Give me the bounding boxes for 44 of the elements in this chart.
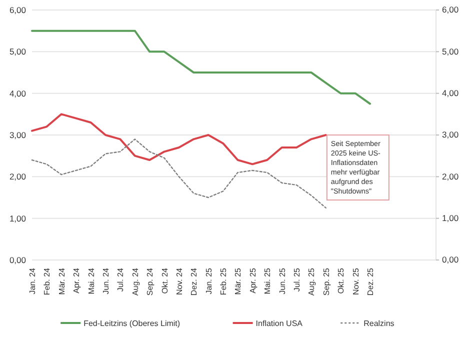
- text: 4,00: [442, 88, 459, 98]
- x-tick-label: Jul. 24: [116, 267, 126, 292]
- x-tick-label: Okt. 25: [336, 267, 346, 294]
- x-tick-label: Dez. 24: [190, 267, 199, 296]
- x-tick-label: Nov. 24: [174, 267, 184, 295]
- x-tick-label: Sep. 24: [146, 267, 155, 296]
- x-tick-label: Mai. 25: [263, 267, 272, 294]
- legend-label: Fed-Leitzins (Oberes Limit): [84, 318, 180, 328]
- y-tick-label: 0,00: [9, 254, 26, 265]
- x-tick-label: Nov. 25: [351, 267, 360, 295]
- x-tick-label: Okt. 24: [160, 267, 170, 294]
- text: 1,00: [442, 213, 459, 224]
- y-tick-label: 1,00: [9, 213, 26, 224]
- x-tick-label: Jan. 25: [204, 267, 214, 294]
- x-tick-label: Jan. 24: [28, 267, 37, 294]
- x-tick-label: Dez. 25: [366, 267, 375, 296]
- y-tick-label: 4,00: [9, 88, 26, 98]
- text: 0,00: [442, 254, 459, 265]
- x-tick-label: Feb. 25: [219, 267, 228, 296]
- x-tick-label: Jun. 24: [101, 267, 110, 294]
- x-tick-label: Aug. 25: [307, 267, 316, 296]
- x-tick-label: Mai. 24: [86, 267, 96, 294]
- x-tick-label: Apr. 24: [72, 267, 82, 294]
- line-series: [31, 113, 327, 166]
- x-tick-label: Jul. 25: [292, 267, 302, 292]
- x-tick-label: Jun. 25: [278, 267, 287, 294]
- y-tick-label: 3,00: [9, 130, 26, 140]
- x-tick-label: Sep. 25: [322, 267, 331, 296]
- x-tick-label: Mär. 24: [57, 267, 66, 295]
- text: 2,00: [442, 171, 459, 182]
- x-tick-label: Mär. 25: [234, 267, 243, 295]
- x-tick-label: Apr. 25: [248, 267, 258, 294]
- y-tick-label: 6,00: [9, 4, 26, 15]
- text: 3,00: [442, 130, 459, 140]
- y-tick-label: 5,00: [9, 46, 26, 57]
- x-tick-label: Aug. 24: [130, 267, 140, 296]
- legend-label: Realzins: [364, 318, 394, 328]
- x-tick-label: Feb. 24: [42, 267, 52, 296]
- legend-label: Inflation USA: [256, 318, 304, 328]
- text: 6,00: [442, 4, 459, 15]
- text: 5,00: [442, 46, 459, 56]
- line-series: [31, 138, 327, 209]
- line-series: [31, 30, 371, 105]
- y-tick-label: 2,00: [9, 172, 26, 182]
